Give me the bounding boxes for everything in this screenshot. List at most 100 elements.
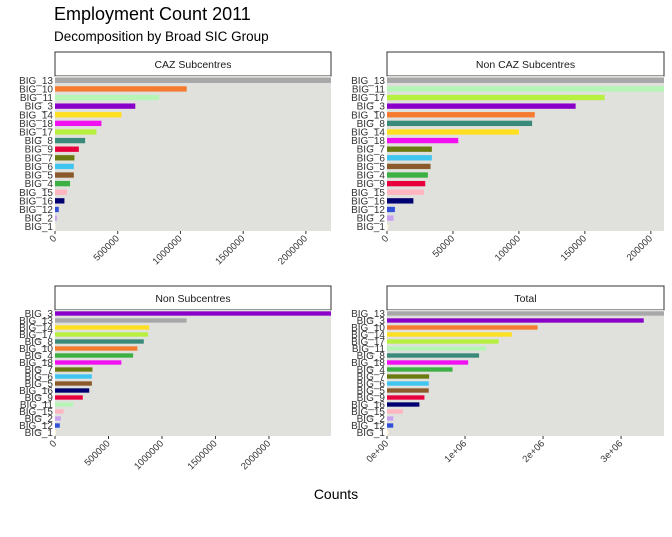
category-label: BIG_9: [25, 145, 54, 156]
bar-big-1: [387, 430, 389, 435]
bar-big-7: [55, 367, 93, 372]
category-label: BIG_9: [357, 179, 386, 190]
bar-big-14: [387, 129, 519, 135]
category-label: BIG_5: [25, 379, 54, 390]
category-label: BIG_4: [357, 365, 386, 376]
facet-strip-label: Non CAZ Subcentres: [476, 59, 575, 71]
category-label: BIG_18: [351, 136, 385, 147]
bar-big-6: [55, 374, 92, 379]
bar-big-2: [387, 416, 394, 421]
x-tick-label: 2000000: [276, 233, 310, 267]
panel-background: [387, 76, 664, 231]
category-label: BIG_7: [357, 372, 386, 383]
category-label: BIG_8: [25, 337, 54, 348]
bar-big-12: [387, 206, 395, 213]
bar-big-7: [387, 374, 430, 379]
category-label: BIG_10: [19, 344, 53, 355]
bar-big-16: [55, 388, 90, 393]
category-label: BIG_1: [25, 222, 54, 233]
facet-panel-3: TotalBIG_13BIG_3BIG_10BIG_14BIG_17BIG_11…: [351, 285, 665, 465]
facet-panel-2: Non SubcentresBIG_3BIG_13BIG_14BIG_17BIG…: [19, 285, 332, 472]
category-label: BIG_7: [25, 365, 54, 376]
category-label: BIG_15: [19, 407, 53, 418]
category-label: BIG_10: [19, 84, 53, 95]
bar-big-10: [55, 86, 187, 92]
category-label: BIG_16: [351, 400, 385, 411]
category-label: BIG_4: [25, 351, 54, 362]
category-label: BIG_13: [19, 316, 53, 327]
bar-big-2: [387, 215, 394, 221]
chart-subtitle: Decomposition by Broad SIC Group: [54, 29, 269, 44]
x-tick-label: 1000000: [132, 438, 166, 472]
x-tick-label: 500000: [82, 438, 112, 468]
x-tick-label: 1500000: [186, 438, 220, 472]
bar-big-11: [55, 402, 74, 407]
category-label: BIG_18: [19, 358, 53, 369]
category-label: BIG_16: [19, 196, 53, 207]
category-label: BIG_10: [351, 323, 385, 334]
chart-title: Employment Count 2011: [54, 4, 251, 24]
bar-big-2: [55, 215, 57, 221]
bar-big-18: [387, 360, 469, 365]
category-label: BIG_1: [357, 222, 386, 233]
category-label: BIG_17: [19, 127, 53, 138]
bar-big-5: [387, 388, 429, 393]
category-label: BIG_11: [352, 84, 386, 95]
x-tick-label: 1000000: [151, 233, 185, 267]
category-label: BIG_3: [25, 102, 54, 113]
bar-big-5: [55, 381, 92, 386]
bar-big-13: [55, 77, 331, 83]
category-label: BIG_6: [357, 153, 386, 164]
x-tick-label: 3e+06: [599, 438, 626, 465]
category-label: BIG_17: [351, 337, 385, 348]
bar-big-11: [55, 94, 160, 101]
bar-big-15: [55, 189, 67, 195]
category-label: BIG_12: [19, 205, 53, 216]
bar-big-10: [387, 325, 538, 330]
bar-big-13: [387, 77, 664, 83]
bar-big-13: [387, 311, 664, 316]
category-label: BIG_13: [19, 76, 53, 87]
bar-big-9: [387, 180, 426, 187]
bar-big-9: [55, 395, 83, 400]
category-label: BIG_18: [351, 358, 385, 369]
bar-big-5: [55, 172, 74, 178]
bar-big-13: [55, 318, 187, 323]
category-label: BIG_1: [25, 428, 54, 439]
bar-big-18: [55, 360, 122, 365]
facet-panel-1: Non CAZ SubcentresBIG_13BIG_11BIG_17BIG_…: [351, 51, 665, 264]
bar-big-4: [55, 180, 71, 187]
bar-big-8: [55, 339, 144, 344]
bar-big-1: [55, 224, 56, 230]
category-label: BIG_11: [20, 93, 54, 104]
bar-big-16: [387, 198, 414, 204]
category-label: BIG_18: [19, 119, 53, 130]
category-label: BIG_13: [351, 76, 385, 87]
x-tick-label: 150000: [559, 233, 589, 263]
bar-big-12: [55, 206, 59, 213]
bar-big-3: [387, 318, 644, 323]
bar-big-9: [387, 395, 425, 400]
category-label: BIG_13: [351, 309, 385, 320]
category-label: BIG_11: [20, 400, 54, 411]
bar-big-3: [387, 103, 576, 109]
category-label: BIG_3: [357, 102, 386, 113]
panel-background: [387, 310, 664, 436]
bar-big-11: [387, 346, 487, 351]
x-tick-label: 2e+06: [521, 438, 548, 465]
category-label: BIG_6: [25, 372, 54, 383]
category-label: BIG_15: [19, 188, 53, 199]
bar-big-4: [387, 172, 428, 178]
bar-big-17: [55, 129, 97, 135]
bar-big-14: [387, 332, 512, 337]
facet-strip: [386, 285, 665, 311]
bar-big-10: [55, 346, 138, 351]
category-label: BIG_15: [351, 188, 385, 199]
bar-big-11: [387, 86, 664, 92]
bar-big-1: [387, 224, 389, 230]
category-label: BIG_12: [351, 205, 385, 216]
facet-strip-label: Total: [514, 293, 536, 305]
bar-big-3: [55, 311, 331, 316]
x-tick-label: 1e+06: [443, 438, 470, 465]
bar-big-9: [55, 146, 79, 152]
